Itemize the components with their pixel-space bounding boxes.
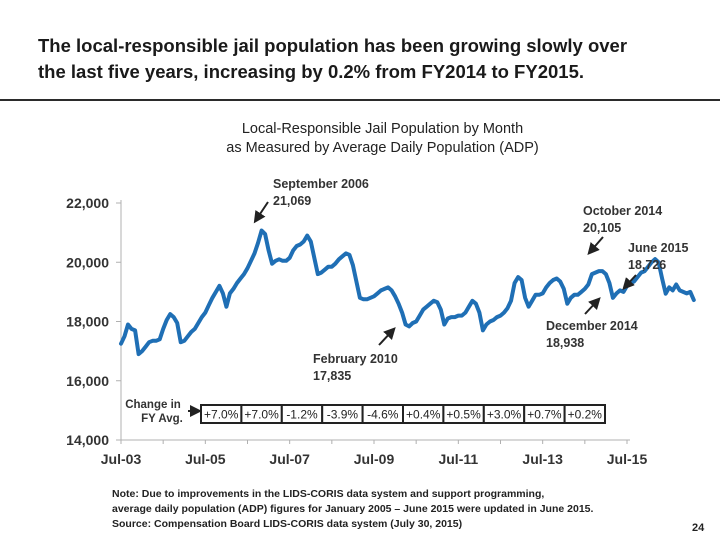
x-tick-label: Jul-05 bbox=[185, 451, 226, 467]
fy-change-value: -1.2% bbox=[286, 408, 318, 422]
annotation-value: 18,938 bbox=[546, 336, 584, 350]
annotation-value: 17,835 bbox=[313, 369, 351, 383]
annotation-label: September 2006 bbox=[273, 177, 369, 191]
x-tick-label: Jul-09 bbox=[354, 451, 395, 467]
annotation-arrow bbox=[584, 297, 601, 315]
annotations-layer: September 2006 21,069 February 2010 17,835 O… bbox=[253, 177, 689, 383]
annotation-arrow bbox=[622, 274, 637, 290]
page-number: 24 bbox=[692, 522, 705, 534]
annotation-label: February 2010 bbox=[313, 352, 398, 366]
fy-change-value: -3.9% bbox=[327, 408, 359, 422]
divider-rule bbox=[0, 99, 720, 101]
fy-change-value: +0.4% bbox=[406, 408, 441, 422]
chart-title: Local-Responsible Jail Population by Mon… bbox=[150, 120, 615, 158]
fy-change-value: +3.0% bbox=[487, 408, 522, 422]
x-tick-label: Jul-11 bbox=[438, 451, 478, 467]
y-tick-label: 22,000 bbox=[66, 195, 109, 211]
fy-change-table: Change in FY Avg. +7.0% +7.0% -1.2% -3.9% -4.6… bbox=[125, 399, 606, 425]
headline-line-2: the last five years, increasing by 0.2% … bbox=[38, 61, 584, 82]
annotation-value: 20,105 bbox=[583, 221, 621, 235]
annotation-label: June 2015 bbox=[628, 241, 689, 255]
y-tick-label: 20,000 bbox=[66, 254, 109, 270]
headline-line-1: The local-responsible jail population ha… bbox=[38, 35, 628, 56]
annotation-arrow bbox=[378, 327, 396, 346]
tick-labels: 14,000 16,000 18,000 20,000 22,000 Jul-03 Jul-… bbox=[66, 195, 647, 467]
x-tick-label: Jul-15 bbox=[607, 451, 648, 467]
chart-title-line-1: Local-Responsible Jail Population by Mon… bbox=[241, 121, 524, 137]
fy-change-value: +0.7% bbox=[527, 408, 562, 422]
annotation-arrow bbox=[587, 236, 604, 256]
series-line bbox=[119, 228, 696, 357]
fy-change-label-line-2: FY Avg. bbox=[141, 413, 183, 425]
annotation-value: 18,726 bbox=[628, 258, 666, 272]
footnote-line-1: Note: Due to improvements in the LIDS-CO… bbox=[112, 488, 545, 500]
fy-change-label-line-1: Change in bbox=[125, 399, 181, 411]
annotation-label: December 2014 bbox=[546, 319, 638, 333]
footnote-line-2: average daily population (ADP) figures f… bbox=[112, 503, 594, 515]
y-tick-label: 14,000 bbox=[66, 432, 109, 448]
slide-headline: The local-responsible jail population ha… bbox=[38, 33, 698, 85]
fy-change-value: -4.6% bbox=[367, 408, 399, 422]
fy-change-value: +0.2% bbox=[568, 408, 603, 422]
x-tick-label: Jul-07 bbox=[269, 451, 310, 467]
x-tick-label: Jul-13 bbox=[522, 451, 563, 467]
y-tick-label: 16,000 bbox=[66, 373, 109, 389]
y-tick-label: 18,000 bbox=[66, 314, 109, 330]
fy-change-value: +7.0% bbox=[204, 408, 239, 422]
fy-change-cell bbox=[563, 404, 606, 424]
x-tick-label: Jul-03 bbox=[101, 451, 142, 467]
series-layer bbox=[119, 228, 696, 357]
fy-change-value: +0.5% bbox=[446, 408, 481, 422]
chart-axes bbox=[116, 200, 630, 444]
fy-change-value: +7.0% bbox=[244, 408, 279, 422]
footnote: Note: Due to improvements in the LIDS-CO… bbox=[112, 487, 593, 532]
annotation-value: 21,069 bbox=[273, 194, 311, 208]
chart-title-line-2: as Measured by Average Daily Population … bbox=[226, 140, 539, 156]
annotation-arrow bbox=[253, 201, 269, 224]
footnote-source: Source: Compensation Board LIDS-CORIS da… bbox=[112, 518, 463, 530]
annotation-label: October 2014 bbox=[583, 204, 662, 218]
